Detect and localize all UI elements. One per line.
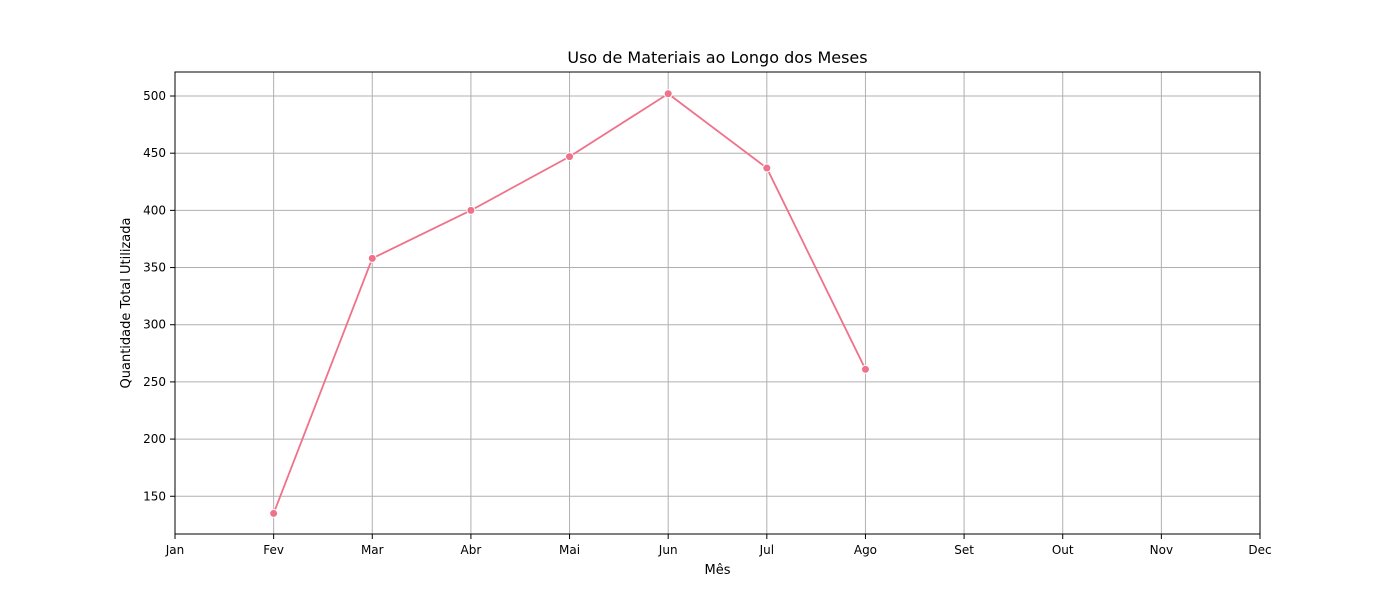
series-layer [269,89,870,518]
x-tick-label: Ago [854,543,877,557]
x-tick-label: Nov [1150,543,1173,557]
x-tick-label: Dec [1248,543,1271,557]
x-tick-label: Abr [461,543,482,557]
x-tick-label: Jan [165,543,185,557]
chart-title: Uso de Materiais ao Longo dos Meses [567,48,867,67]
y-axis-label: Quantidade Total Utilizada [119,218,134,389]
x-tick-label: Fev [263,543,284,557]
data-point-mar [367,253,377,263]
ticks: Jan Fev Mar Abr Mai Jun Jul Ago Set Out Nov Dec 150 2… [143,89,1272,557]
y-tick-label: 450 [143,146,166,160]
y-tick-label: 500 [143,89,166,103]
data-point-mai [565,152,575,162]
data-point-fev [269,508,279,518]
x-tick-label: Set [954,543,974,557]
axes-frame [174,71,1261,535]
y-tick-label: 300 [143,318,166,332]
data-point-abr [466,205,476,215]
y-tick-label: 400 [143,203,166,217]
x-tick-label: Mai [559,543,580,557]
y-tick-label: 200 [143,432,166,446]
data-point-jun [663,89,673,99]
x-tick-label: Jun [658,543,678,557]
data-point-jul [762,163,772,173]
x-tick-label: Out [1052,543,1074,557]
x-tick-label: Mar [361,543,384,557]
x-tick-label: Jul [759,543,774,557]
y-tick-label: 350 [143,261,166,275]
y-tick-label: 150 [143,489,166,503]
y-tick-label: 250 [143,375,166,389]
data-point-ago [860,364,870,374]
x-axis-label: Mês [705,563,731,578]
